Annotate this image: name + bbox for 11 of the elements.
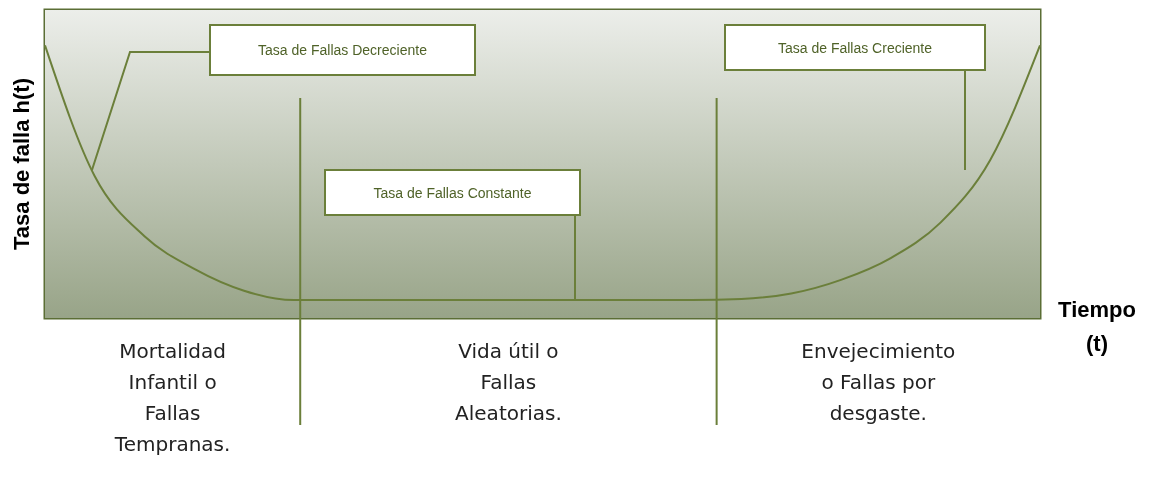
callout-box: Tasa de Fallas Constante: [324, 169, 581, 301]
callout-box: Tasa de Fallas Creciente: [724, 24, 986, 171]
x-axis-title: Tiempo (t): [1058, 297, 1136, 356]
text: Envejecimiento o Fallas por desgaste.: [801, 339, 956, 425]
annotation: Tasa de Fallas Decreciente: [258, 42, 428, 58]
annotation: Tasa de Fallas Constante: [373, 184, 532, 201]
callout-box: Tasa de Fallas Decreciente: [91, 24, 476, 171]
annotation: Tasa de Fallas Creciente: [777, 39, 933, 56]
y-axis-title: Tasa de falla h(t): [9, 78, 34, 250]
text: Vida útil o Fallas Aleatorias.: [455, 339, 562, 425]
text: Mortalidad Infantil o Fallas Tempranas.: [113, 339, 231, 456]
